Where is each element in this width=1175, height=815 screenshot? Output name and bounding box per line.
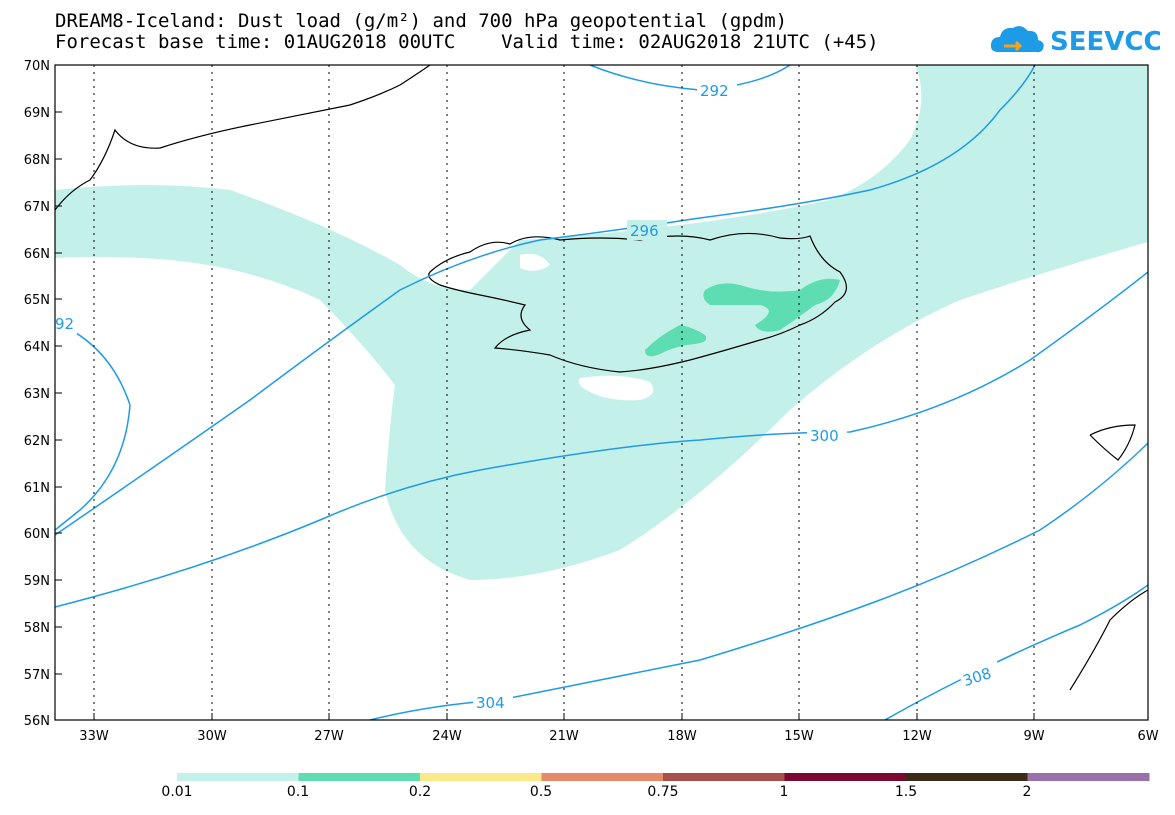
contour-line: [55, 271, 1148, 608]
dust-region-mid: [703, 278, 840, 332]
lat-label: 58N: [24, 621, 50, 636]
cloud-icon: [990, 26, 1044, 53]
colorbar-swatch: [1027, 773, 1150, 781]
colorbar-label: 0.75: [647, 784, 679, 800]
lat-label: 68N: [24, 153, 50, 168]
lon-label: 18W: [667, 729, 697, 744]
colorbar-swatch: [298, 773, 421, 781]
contour-labels: 292 296 300 304 308 92: [55, 80, 1003, 712]
colorbar-label: 1: [779, 784, 789, 800]
lon-label: 30W: [197, 729, 227, 744]
latitude-axis: 70N 69N 68N 67N 66N 65N 64N 63N 62N 61N …: [24, 59, 62, 729]
lat-label: 59N: [24, 574, 50, 589]
colorbar-label: 2: [1022, 784, 1032, 800]
contour-label-292: 292: [700, 82, 729, 100]
colorbar-label: 0.01: [161, 784, 193, 800]
coastlines: [55, 65, 1148, 691]
lon-label: 24W: [432, 729, 462, 744]
colorbar-swatch: [541, 773, 664, 781]
lon-label: 6W: [1137, 729, 1158, 744]
lat-label: 69N: [24, 106, 50, 121]
lat-label: 57N: [24, 668, 50, 683]
lat-label: 64N: [24, 340, 50, 355]
colorbar: [177, 773, 1150, 781]
colorbar-swatch: [420, 773, 542, 781]
colorbar-swatch: [177, 773, 299, 781]
lon-label: 15W: [784, 729, 814, 744]
forecast-times: Forecast base time: 01AUG2018 00UTC Vali…: [55, 31, 879, 53]
lat-label: 63N: [24, 387, 50, 402]
contour-label-304: 304: [476, 694, 505, 712]
colorbar-swatch: [906, 773, 1028, 781]
lat-label: 61N: [24, 481, 50, 496]
dust-region-mid: [645, 325, 707, 357]
seevccc-logo: SEEVCCC: [990, 26, 1160, 57]
lat-label: 65N: [24, 293, 50, 308]
contour-label-300: 300: [810, 427, 839, 445]
lat-label: 66N: [24, 247, 50, 262]
contour-line: [55, 65, 1036, 536]
colorbar-label: 0.2: [408, 784, 432, 800]
lat-label: 70N: [24, 59, 50, 74]
contour-line: [55, 321, 131, 531]
dust-region-low: [55, 65, 1148, 580]
logo-text: SEEVCCC: [1050, 27, 1160, 57]
longitude-axis: 33W 30W 27W 24W 21W 18W 15W 12W 9W 6W: [79, 713, 1159, 744]
contour-label-partial: 92: [55, 315, 74, 333]
colorbar-label: 0.1: [286, 784, 310, 800]
lon-label: 27W: [314, 729, 344, 744]
lon-label: 9W: [1023, 729, 1044, 744]
colorbar-swatch: [663, 773, 785, 781]
colorbar-label: 0.5: [529, 784, 553, 800]
lat-label: 60N: [24, 527, 50, 542]
map-title: DREAM8-Iceland: Dust load (g/m²) and 700…: [55, 10, 788, 32]
contour-line: [884, 584, 1148, 720]
lat-label: 62N: [24, 434, 50, 449]
lat-label: 56N: [24, 714, 50, 729]
contour-label-308: 308: [961, 664, 994, 690]
dust-load-fields: [55, 65, 1148, 580]
lon-label: 33W: [79, 729, 109, 744]
contour-label-296: 296: [630, 222, 659, 240]
colorbar-swatch: [784, 773, 907, 781]
lat-label: 67N: [24, 200, 50, 215]
colorbar-label: 1.5: [894, 784, 918, 800]
contour-line: [589, 65, 791, 91]
lon-label: 12W: [902, 729, 932, 744]
lon-label: 21W: [549, 729, 579, 744]
